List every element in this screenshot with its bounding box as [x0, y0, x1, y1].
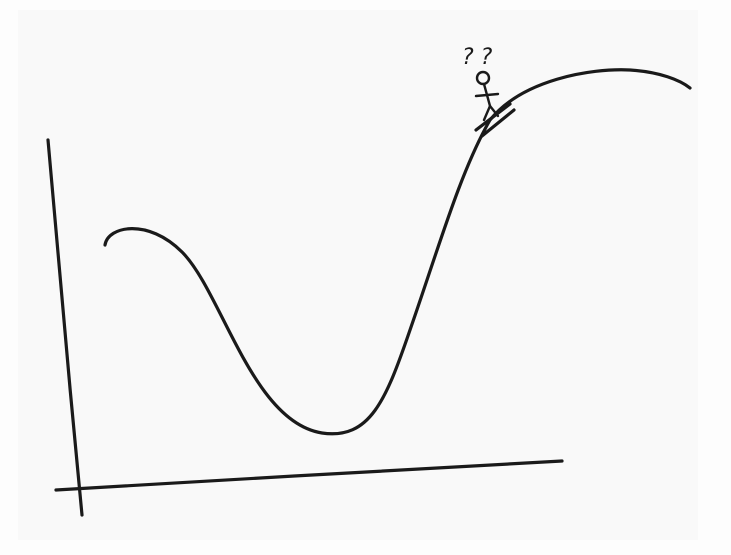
skis — [474, 102, 516, 138]
curve — [103, 68, 692, 436]
y-axis — [46, 138, 84, 517]
x-axis — [54, 459, 564, 492]
skier — [474, 70, 516, 138]
arms — [474, 92, 500, 98]
paper — [18, 10, 698, 540]
question-marks: ? ? — [462, 45, 493, 70]
